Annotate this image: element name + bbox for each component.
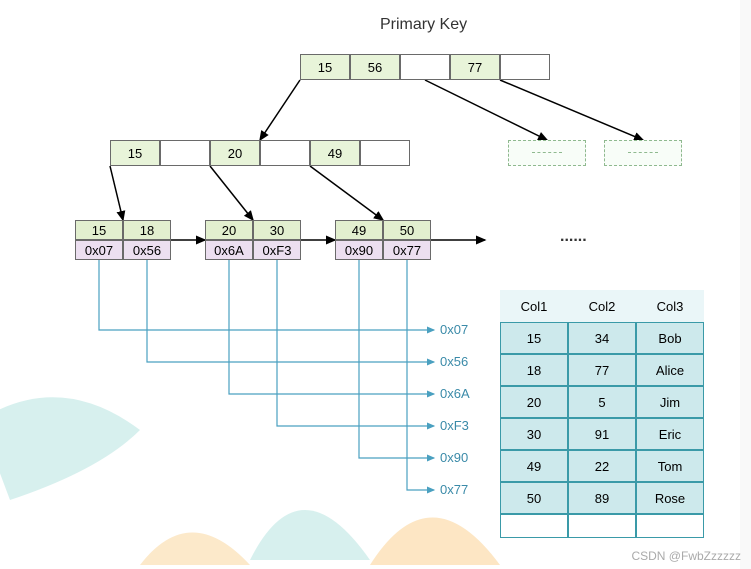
table-empty-r-c2	[636, 514, 704, 538]
leaf0-ptr-1: 0x56	[123, 240, 171, 260]
leaf2-ptr-0: 0x90	[335, 240, 383, 260]
table-header-1: Col2	[568, 290, 636, 322]
leaf0-key-0: 15	[75, 220, 123, 240]
table-cell-r5-c2: Rose	[636, 482, 704, 514]
table-cell-r1-c2: Alice	[636, 354, 704, 386]
table-cell-r0-c0: 15	[500, 322, 568, 354]
mid-cell-3	[260, 140, 310, 166]
table-empty-r-c1	[568, 514, 636, 538]
table-cell-r4-c1: 22	[568, 450, 636, 482]
leaf2-key-0: 49	[335, 220, 383, 240]
addr-label-3: 0xF3	[440, 418, 469, 433]
mid-cell-2: 20	[210, 140, 260, 166]
leaf0-ptr-0: 0x07	[75, 240, 123, 260]
mid-cell-1	[160, 140, 210, 166]
table-cell-r2-c0: 20	[500, 386, 568, 418]
ghost-node-0	[508, 140, 586, 166]
addr-label-2: 0x6A	[440, 386, 470, 401]
table-cell-r5-c0: 50	[500, 482, 568, 514]
ellipsis: ......	[560, 228, 587, 246]
table-cell-r1-c0: 18	[500, 354, 568, 386]
table-cell-r0-c1: 34	[568, 322, 636, 354]
leaf1-ptr-0: 0x6A	[205, 240, 253, 260]
table-cell-r5-c1: 89	[568, 482, 636, 514]
table-empty-r-c0	[500, 514, 568, 538]
table-cell-r3-c2: Eric	[636, 418, 704, 450]
csdn-watermark: CSDN @FwbZzzzzz	[631, 549, 741, 563]
table-cell-r1-c1: 77	[568, 354, 636, 386]
table-header-2: Col3	[636, 290, 704, 322]
leaf0-key-1: 18	[123, 220, 171, 240]
leaf2-key-1: 50	[383, 220, 431, 240]
table-cell-r2-c2: Jim	[636, 386, 704, 418]
addr-label-0: 0x07	[440, 322, 468, 337]
diagram-title: Primary Key	[380, 16, 467, 34]
table-cell-r0-c2: Bob	[636, 322, 704, 354]
mid-cell-5	[360, 140, 410, 166]
root-cell-0: 15	[300, 54, 350, 80]
root-cell-3: 77	[450, 54, 500, 80]
mid-cell-0: 15	[110, 140, 160, 166]
table-cell-r3-c0: 30	[500, 418, 568, 450]
leaf1-key-1: 30	[253, 220, 301, 240]
root-cell-4	[500, 54, 550, 80]
mid-cell-4: 49	[310, 140, 360, 166]
table-cell-r3-c1: 91	[568, 418, 636, 450]
addr-label-1: 0x56	[440, 354, 468, 369]
addr-label-4: 0x90	[440, 450, 468, 465]
table-cell-r4-c2: Tom	[636, 450, 704, 482]
table-cell-r2-c1: 5	[568, 386, 636, 418]
table-cell-r4-c0: 49	[500, 450, 568, 482]
root-cell-1: 56	[350, 54, 400, 80]
btree-diagram: { "title": "Primary Key", "colors": { "n…	[0, 0, 751, 569]
ghost-node-1	[604, 140, 682, 166]
table-header-0: Col1	[500, 290, 568, 322]
leaf1-key-0: 20	[205, 220, 253, 240]
leaf1-ptr-1: 0xF3	[253, 240, 301, 260]
addr-label-5: 0x77	[440, 482, 468, 497]
root-cell-2	[400, 54, 450, 80]
leaf2-ptr-1: 0x77	[383, 240, 431, 260]
